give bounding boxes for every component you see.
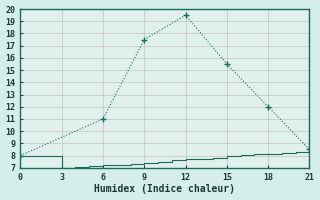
X-axis label: Humidex (Indice chaleur): Humidex (Indice chaleur) bbox=[94, 184, 236, 194]
